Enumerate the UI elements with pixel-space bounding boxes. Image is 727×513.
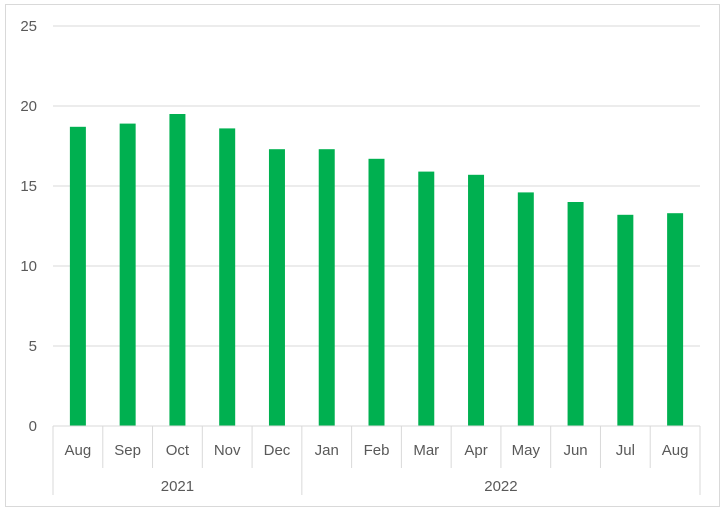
x-tick-label: Mar xyxy=(413,442,439,459)
x-tick-label: Dec xyxy=(264,442,291,459)
y-tick-label: 5 xyxy=(29,338,37,355)
x-tick-label: Jan xyxy=(315,442,339,459)
y-tick-label: 25 xyxy=(20,18,37,35)
bar xyxy=(617,214,634,426)
y-tick-label: 10 xyxy=(20,258,37,275)
bar xyxy=(368,158,385,427)
x-tick-label: Aug xyxy=(662,442,689,459)
bar xyxy=(169,114,186,426)
x-tick-label: Jul xyxy=(616,442,635,459)
tick-labels: 0 5 10 15 20 25 Aug Sep Oct Nov Dec Jan Feb Mar Apr May… xyxy=(20,18,688,495)
bar xyxy=(219,128,236,426)
group-label: 2021 xyxy=(161,478,194,495)
bar xyxy=(268,149,285,426)
x-tick-label: Sep xyxy=(114,442,141,459)
bar xyxy=(318,149,335,426)
axes xyxy=(52,425,701,495)
bar xyxy=(517,192,534,426)
y-tick-label: 0 xyxy=(29,418,37,435)
group-label: 2022 xyxy=(484,478,517,495)
bar xyxy=(418,171,435,426)
x-tick-label: Aug xyxy=(65,442,92,459)
x-tick-label: Feb xyxy=(364,442,390,459)
y-tick-label: 15 xyxy=(20,178,37,195)
bar xyxy=(667,213,684,426)
bar xyxy=(468,174,485,426)
bar xyxy=(69,126,86,427)
y-tick-label: 20 xyxy=(20,98,37,115)
bar xyxy=(567,202,584,426)
x-tick-label: May xyxy=(512,442,541,459)
x-tick-label: Apr xyxy=(464,442,487,459)
bars xyxy=(69,114,684,427)
bar xyxy=(119,123,136,426)
x-tick-label: Oct xyxy=(166,442,190,459)
x-tick-label: Jun xyxy=(563,442,587,459)
x-tick-label: Nov xyxy=(214,442,241,459)
